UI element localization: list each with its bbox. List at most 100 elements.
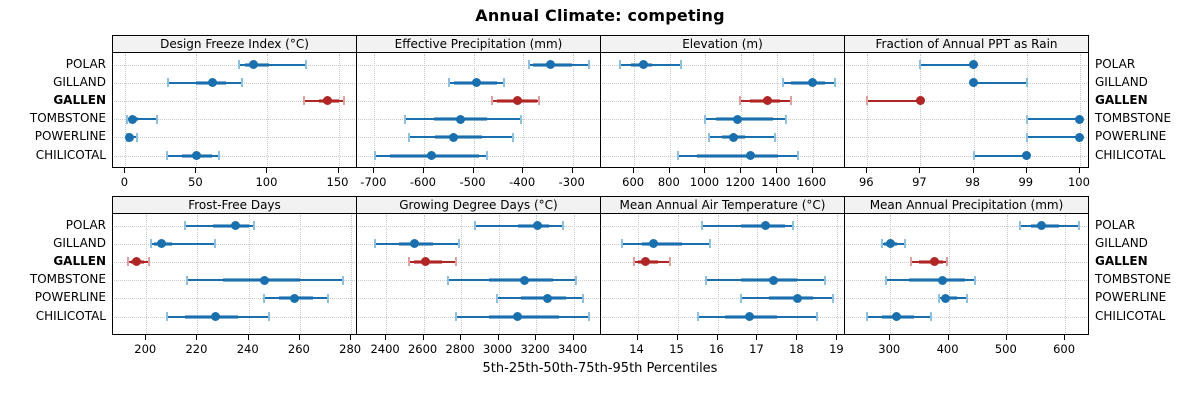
whisker-powerline-cap-95th (135, 132, 138, 142)
x-tick (385, 335, 387, 340)
x-tick-label: 15 (669, 342, 684, 356)
x-tick (472, 168, 474, 173)
x-tick (422, 168, 424, 173)
whisker-gilland-cap-95th (240, 78, 243, 88)
whisker-gallen-cap-5th (490, 96, 493, 106)
x-tick-label: 1000 (689, 175, 720, 189)
x-tick (124, 168, 126, 173)
gridline-vertical (637, 215, 639, 334)
whisker-powerline-cap-5th (263, 293, 266, 303)
gridline-vertical (1065, 215, 1067, 334)
gridline-horizontal (358, 298, 600, 300)
gridline-vertical (523, 54, 525, 167)
site-label-left-gilland: GILLAND (53, 235, 106, 250)
site-label-right-tombstone: TOMBSTONE (1095, 111, 1172, 126)
whisker-polar-cap-95th (792, 221, 795, 230)
whisker-polar-median-dot (248, 60, 258, 69)
whisker-tombstone-cap-5th (704, 114, 707, 124)
whisker-tombstone-median-dot (127, 114, 137, 124)
whisker-chilicotal-cap-95th (796, 151, 799, 160)
panel-strip-label: Frost-Free Days (112, 196, 357, 214)
gridline-horizontal (602, 261, 844, 263)
gridline-horizontal (846, 137, 1088, 139)
gridline-horizontal (846, 243, 1088, 245)
whisker-gallen-cap-95th (147, 257, 150, 267)
panel-strip-label: Design Freeze Index (°C) (112, 35, 357, 53)
gridline-vertical (1006, 215, 1008, 334)
whisker-gallen-cap-5th (127, 257, 130, 267)
whisker-gilland-median-dot (808, 78, 818, 88)
whisker-gilland-median-dot (649, 239, 659, 249)
site-label-right-chilicotal: CHILICOTAL (1095, 147, 1166, 162)
x-tick-label: 600 (1053, 342, 1076, 356)
whisker-gilland-cap-5th (620, 239, 623, 249)
gridline-vertical (248, 215, 250, 334)
gridline-horizontal (846, 225, 1088, 227)
gridline-vertical (267, 54, 269, 167)
whisker-polar-cap-5th (1019, 221, 1022, 230)
gridline-vertical (669, 54, 671, 167)
whisker-chilicotal-median-dot (512, 312, 522, 321)
x-tick (522, 168, 524, 173)
gridline-horizontal (602, 64, 844, 66)
x-tick-label: 97 (912, 175, 927, 189)
site-label-left-gallen: GALLEN (53, 92, 106, 107)
site-label-left-tombstone: TOMBSTONE (29, 111, 106, 126)
x-tick-label: 150 (326, 175, 349, 189)
x-tick-label: 500 (994, 342, 1017, 356)
whisker-gallen-cap-5th (866, 96, 869, 106)
gridline-horizontal (114, 137, 356, 139)
gridline-horizontal (846, 155, 1088, 157)
whisker-tombstone-median-dot (259, 275, 269, 285)
gridline-horizontal (358, 100, 600, 102)
whisker-gallen-cap-5th (303, 96, 306, 106)
whisker-powerline-cap-5th (740, 293, 743, 303)
panel-plot (112, 213, 357, 335)
whisker-gilland-median-dot (969, 78, 979, 88)
gridline-vertical (423, 54, 425, 167)
site-label-right-gilland: GILLAND (1095, 74, 1148, 89)
whisker-powerline-iqr-band-25-75 (769, 296, 814, 301)
x-tick (195, 168, 197, 173)
x-tick-label: 2600 (407, 342, 438, 356)
gridline-horizontal (358, 243, 600, 245)
site-label-right-polar: POLAR (1095, 217, 1136, 232)
gridline-vertical (920, 54, 922, 167)
gridline-horizontal (358, 64, 600, 66)
gridline-horizontal (114, 155, 356, 157)
gridline-vertical (498, 215, 500, 334)
chart-title: Annual Climate: competing (475, 6, 725, 25)
gridline-vertical (473, 54, 475, 167)
whisker-polar-cap-5th (527, 60, 530, 69)
whisker-gilland-median-dot (885, 239, 895, 249)
x-tick (947, 335, 949, 340)
gridline-vertical (461, 215, 463, 334)
panel-plot (600, 213, 845, 335)
whisker-tombstone-cap-5th (186, 275, 189, 285)
x-tick-label: 1200 (725, 175, 755, 189)
whisker-tombstone-cap-95th (342, 275, 345, 285)
site-label-left-chilicotal: CHILICOTAL (35, 147, 106, 162)
panel-strip-label: Growing Degree Days (°C) (356, 196, 601, 214)
x-tick-label: 99 (1018, 175, 1034, 189)
x-tick (796, 335, 798, 340)
site-label-right-gilland: GILLAND (1095, 235, 1148, 250)
whisker-powerline-cap-95th (582, 293, 584, 303)
x-tick (373, 168, 375, 173)
x-tick-label: -400 (509, 175, 536, 189)
x-tick-label: 98 (965, 175, 980, 189)
whisker-gallen-median-dot (131, 257, 141, 267)
x-tick-label: 96 (858, 175, 874, 189)
whisker-chilicotal-cap-5th (696, 312, 699, 321)
whisker-tombstone-cap-95th (973, 275, 976, 285)
whisker-polar-cap-5th (619, 60, 622, 69)
whisker-gallen-median-dot (512, 96, 522, 106)
whisker-gallen-median-dot (915, 96, 925, 106)
panel-plot (844, 52, 1089, 168)
gridline-horizontal (114, 64, 356, 66)
gridline-vertical (125, 54, 127, 167)
whisker-tombstone-cap-5th (447, 275, 449, 285)
whisker-polar-cap-5th (183, 221, 186, 230)
whisker-chilicotal-cap-5th (972, 151, 975, 160)
whisker-tombstone-cap-5th (1025, 114, 1028, 124)
